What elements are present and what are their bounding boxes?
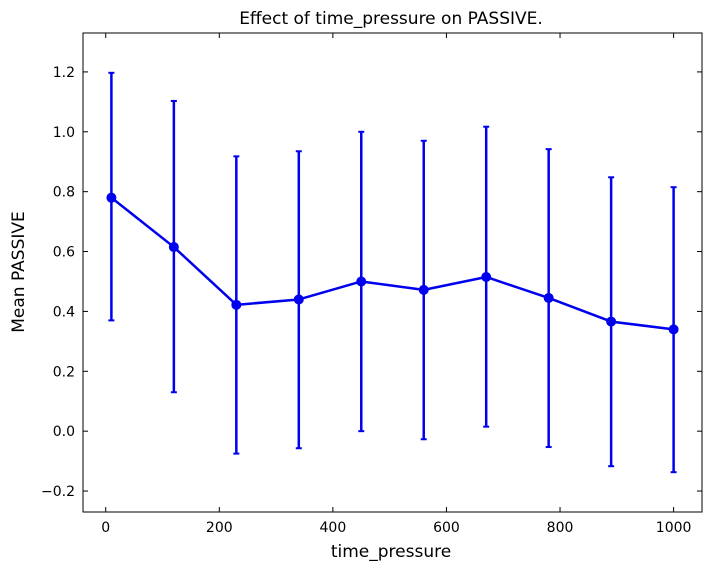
data-point [293,294,304,305]
y-tick-label: 0.4 [53,304,75,320]
data-point [668,324,679,335]
x-tick-label: 1000 [656,520,692,536]
error-bars [108,71,677,474]
y-tick-label: 1.2 [53,65,75,81]
plot-frame [82,32,703,513]
chart-title: Effect of time_pressure on PASSIVE. [239,9,543,29]
x-tick-label: 200 [206,520,233,536]
data-point [231,299,242,310]
y-axis-label: Mean PASSIVE [9,211,29,332]
data-point [418,284,429,295]
y-tick-label: 0.8 [53,185,75,201]
y-tick-label: 0.2 [53,364,75,380]
x-axis-label: time_pressure [331,542,451,562]
x-tick-label: 0 [101,520,110,536]
data-point [168,242,179,253]
data-points [106,192,679,335]
series-line [110,196,674,331]
data-point [356,276,367,287]
series-line-group [110,196,674,331]
x-tick-label: 400 [320,520,347,536]
data-point [106,192,117,203]
y-tick-label: 1.0 [53,125,75,141]
data-point [543,292,554,303]
x-tick-label: 600 [433,520,460,536]
y-tick-label: 0.0 [53,424,75,440]
data-point [481,271,492,282]
y-tick-label: −0.2 [41,484,75,500]
axis-ticks: 0 200 400 600 800 1000 −0.2 0.0 0.2 0.4 0.6 0.8 1.0 1… [41,33,702,536]
x-tick-label: 800 [547,520,574,536]
y-tick-label: 0.6 [53,245,75,261]
data-point [606,316,617,327]
